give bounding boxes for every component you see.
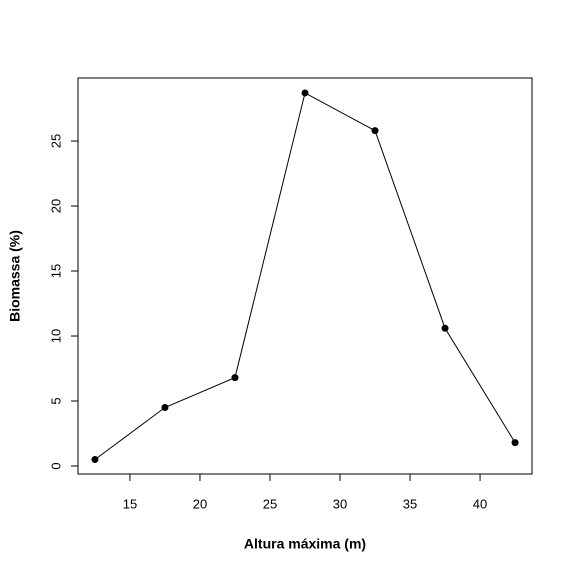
y-tick-label: 25: [48, 134, 63, 148]
y-axis-label: Biomassa (%): [7, 230, 23, 322]
x-tick-label: 35: [403, 496, 417, 511]
y-tick-label: 15: [48, 264, 63, 278]
x-axis-label: Altura máxima (m): [244, 536, 366, 552]
x-tick-label: 15: [123, 496, 137, 511]
x-tick-label: 20: [193, 496, 207, 511]
data-point: [301, 89, 309, 97]
data-point: [371, 127, 379, 135]
x-tick-label: 30: [333, 496, 347, 511]
data-point: [231, 374, 239, 382]
x-tick-label: 25: [263, 496, 277, 511]
y-tick-label: 10: [48, 329, 63, 343]
y-tick-label: 5: [48, 397, 63, 404]
x-tick-label: 40: [473, 496, 487, 511]
y-tick-label: 0: [48, 462, 63, 469]
data-point: [441, 324, 449, 332]
data-point: [161, 404, 169, 412]
y-tick-label: 20: [48, 199, 63, 213]
data-point: [511, 439, 519, 447]
data-point: [91, 456, 99, 464]
